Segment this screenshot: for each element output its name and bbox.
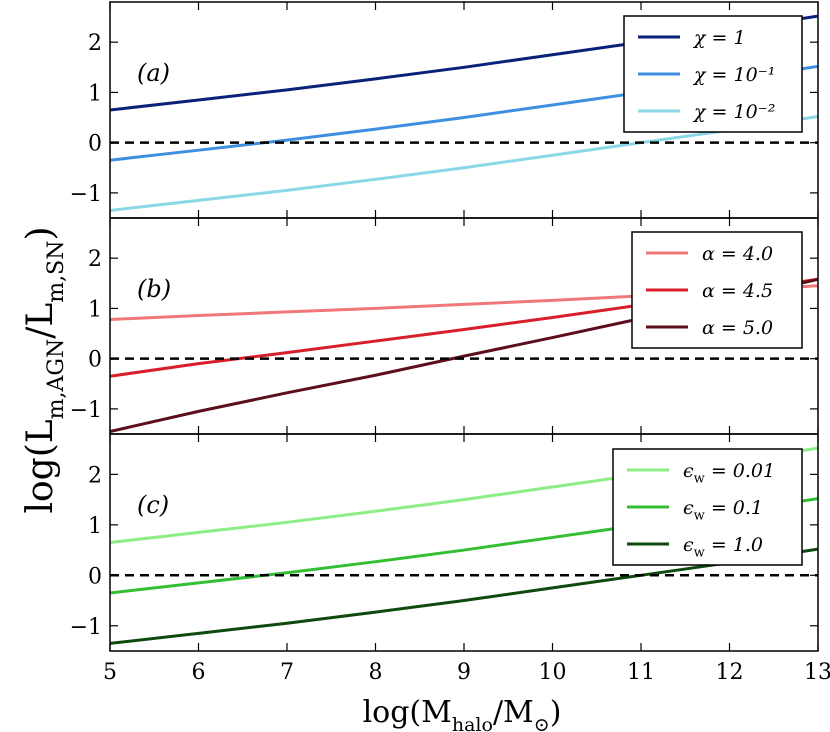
x-tick-label: 12 [716, 660, 744, 685]
panel-label: (b) [137, 275, 171, 303]
x-tick-label: 10 [539, 660, 567, 685]
x-tick-label: 7 [280, 660, 294, 685]
legend: α = 4.0 α = 4.5 α = 5.0 [631, 231, 803, 349]
legend-entry-label: α = 4.5 [702, 280, 773, 302]
legend-entry-label: ϵw​ = 0.1 [683, 497, 763, 524]
x-tick-label: 13 [804, 660, 830, 685]
y-tick-label: 1 [88, 81, 102, 106]
y-tick-label: 2 [88, 463, 102, 488]
y-tick-label: 2 [88, 31, 102, 56]
y-tick-label: 1 [88, 297, 102, 322]
legend-entry-label: χ = 1 [692, 27, 746, 49]
series-line-3 [110, 547, 818, 645]
y-tick-label: −1 [70, 182, 102, 207]
y-axis-label: log(Lm,AGN​/Lm,SN​) [20, 226, 69, 513]
legend-entry-label: ϵw​ = 0.01 [683, 460, 775, 487]
x-axis-label: log(Mhalo​/M⊙​) [363, 695, 562, 732]
legend-entry-label: α = 4.0 [702, 243, 773, 265]
y-tick-label: −1 [70, 398, 102, 423]
series-line-3 [110, 115, 818, 212]
panel-label: (a) [137, 59, 170, 87]
x-tick-label: 6 [192, 660, 206, 685]
y-tick-label: 0 [88, 348, 102, 373]
y-tick-label: 0 [88, 132, 102, 157]
legend-entry-label: χ = 10⁻¹ [692, 64, 775, 86]
panel-a: −1 0 1 2 (a) χ = 1 χ = 10⁻¹ χ = 10⁻² [70, 1, 819, 219]
y-tick-label: 0 [88, 564, 102, 589]
legend-entry-label: χ = 10⁻² [692, 101, 775, 123]
x-tick-label: 9 [457, 660, 471, 685]
panel-label: (c) [137, 491, 169, 519]
panel-b: −1 0 1 2 (b) α = 4.0 α = 4.5 α = 5.0 [70, 217, 819, 435]
legend-entry-label: ϵw​ = 1.0 [683, 534, 763, 561]
legend: ϵw​ = 0.01 ϵw​ = 0.1 ϵw​ = 1.0 [612, 448, 803, 566]
x-tick-label: 5 [103, 660, 117, 685]
y-tick-label: 1 [88, 514, 102, 539]
x-tick-label: 11 [627, 660, 655, 685]
y-tick-label: 2 [88, 247, 102, 272]
legend-entry-label: α = 5.0 [702, 317, 773, 339]
x-tick-label: 8 [369, 660, 383, 685]
y-tick-label: −1 [70, 615, 102, 640]
legend: χ = 1 χ = 10⁻¹ χ = 10⁻² [623, 15, 803, 133]
